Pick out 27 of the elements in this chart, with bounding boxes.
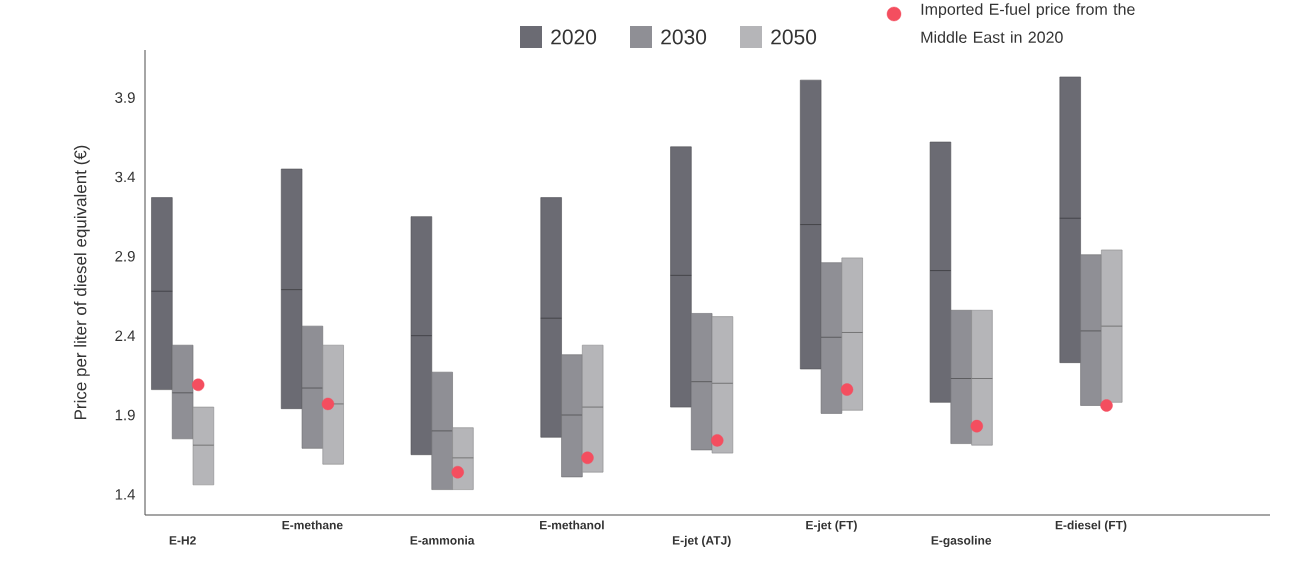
y-tick-label: 2.9 — [115, 251, 135, 262]
x-tick-label: E-methanol — [540, 520, 604, 530]
x-tick-label: E-jet (FT) — [806, 520, 857, 532]
x-tick-label: E-gasoline — [931, 535, 992, 548]
x-tick-label: E-ammonia — [410, 535, 475, 545]
y-axis-title: Price per liter of diesel equivalent (€) — [73, 145, 90, 420]
x-tick-label: E-H2 — [169, 536, 196, 545]
legend-label: 2050 — [771, 29, 817, 45]
y-tick-label: 2.4 — [115, 330, 136, 341]
point — [451, 465, 464, 479]
x-tick-label: E-diesel (FT) — [1055, 520, 1127, 532]
point — [840, 383, 854, 396]
legend-label: 2030 — [661, 29, 707, 45]
legend-label: Imported E-fuel price from the Middle East in 2020 — [921, 3, 1135, 43]
point — [711, 434, 724, 447]
point — [581, 451, 594, 465]
point — [970, 419, 983, 433]
point — [1100, 399, 1113, 412]
point — [321, 397, 335, 411]
y-tick-label: 3.9 — [115, 92, 135, 103]
x-tick-label: E-jet (ATJ) — [672, 535, 731, 548]
legend-label: 2020 — [551, 29, 597, 45]
y-tick-label: 1.9 — [115, 409, 135, 421]
x-tick-label: E-methane — [282, 520, 343, 530]
y-tick-label: 1.4 — [115, 489, 136, 500]
point — [192, 378, 205, 392]
y-tick-label: 3.4 — [115, 171, 136, 183]
